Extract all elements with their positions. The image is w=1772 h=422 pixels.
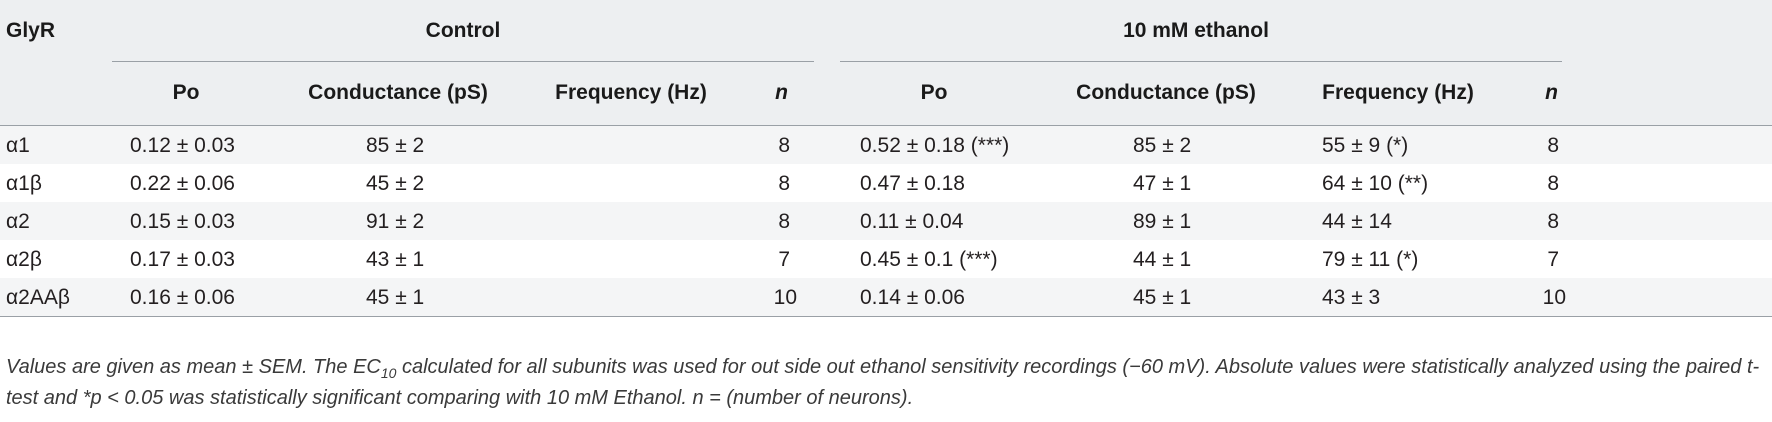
cell-ethanol-n: 8	[1547, 210, 1559, 233]
col-header-ethanol-n: n	[1545, 81, 1558, 104]
cell-ethanol-conductance: 89 ± 1	[1133, 210, 1192, 233]
cell-control-conductance: 45 ± 2	[366, 172, 425, 195]
table-row	[0, 164, 1772, 202]
cell-control-po: 0.22 ± 0.06	[130, 172, 235, 195]
footnote-text-part2: calculated for all subunits was used for…	[6, 356, 1760, 409]
col-header-control-po: Po	[172, 81, 200, 104]
cell-control-conductance: 45 ± 1	[366, 286, 425, 309]
col-header-ethanol-conductance: Conductance (pS)	[1076, 81, 1256, 104]
cell-ethanol-conductance: 85 ± 2	[1133, 134, 1192, 157]
group-ethanol-label: 10 mM ethanol	[1123, 19, 1269, 42]
row-subunit-label: α2AAβ	[6, 286, 70, 309]
table-row	[0, 278, 1772, 316]
cell-ethanol-n: 8	[1547, 134, 1559, 157]
table-header-background	[0, 0, 1772, 126]
group-control-label: Control	[425, 19, 501, 42]
cell-control-n: 8	[778, 172, 790, 195]
cell-control-n: 8	[778, 134, 790, 157]
group-ethanol-rule	[840, 61, 1562, 62]
cell-control-n: 8	[778, 210, 790, 233]
cell-control-conductance: 85 ± 2	[366, 134, 425, 157]
row-header-label: GlyR	[6, 19, 56, 42]
header-bottom-rule	[0, 125, 1772, 126]
cell-ethanol-n: 10	[1542, 286, 1566, 309]
cell-ethanol-po: 0.45 ± 0.1 (***)	[860, 248, 998, 271]
footnote-text-part1: Values are given as mean ± SEM. The EC	[6, 356, 381, 378]
cell-ethanol-frequency: 79 ± 11 (*)	[1322, 248, 1419, 271]
cell-control-conductance: 91 ± 2	[366, 210, 425, 233]
table-row	[0, 126, 1772, 164]
col-header-control-conductance: Conductance (pS)	[308, 81, 488, 104]
footnote-subscript: 10	[380, 365, 397, 381]
cell-ethanol-frequency: 44 ± 14	[1322, 210, 1392, 233]
cell-control-n: 7	[778, 248, 790, 271]
cell-control-po: 0.17 ± 0.03	[130, 248, 235, 271]
row-subunit-label: α2	[6, 210, 30, 233]
table-row	[0, 202, 1772, 240]
col-header-ethanol-po: Po	[920, 81, 948, 104]
cell-ethanol-frequency: 43 ± 3	[1322, 286, 1381, 309]
cell-ethanol-n: 8	[1547, 172, 1559, 195]
col-header-control-frequency: Frequency (Hz)	[555, 81, 707, 104]
table-footnote: Values are given as mean ± SEM. The EC10…	[6, 352, 1766, 414]
cell-ethanol-conductance: 47 ± 1	[1133, 172, 1192, 195]
cell-ethanol-frequency: 55 ± 9 (*)	[1322, 134, 1409, 157]
cell-ethanol-n: 7	[1547, 248, 1559, 271]
cell-ethanol-frequency: 64 ± 10 (**)	[1322, 172, 1429, 195]
group-control-rule	[112, 61, 814, 62]
cell-control-po: 0.15 ± 0.03	[130, 210, 235, 233]
cell-ethanol-conductance: 44 ± 1	[1133, 248, 1192, 271]
cell-control-n: 10	[773, 286, 797, 309]
cell-control-conductance: 43 ± 1	[366, 248, 425, 271]
row-subunit-label: α1β	[6, 172, 42, 195]
cell-control-po: 0.12 ± 0.03	[130, 134, 235, 157]
row-subunit-label: α1	[6, 134, 30, 157]
cell-control-po: 0.16 ± 0.06	[130, 286, 235, 309]
cell-ethanol-po: 0.47 ± 0.18	[860, 172, 965, 195]
cell-ethanol-po: 0.11 ± 0.04	[860, 210, 964, 233]
cell-ethanol-po: 0.52 ± 0.18 (***)	[860, 134, 1010, 157]
table-bottom-rule	[0, 316, 1772, 317]
table-row	[0, 240, 1772, 278]
col-header-ethanol-frequency: Frequency (Hz)	[1322, 81, 1474, 104]
cell-ethanol-conductance: 45 ± 1	[1133, 286, 1192, 309]
col-header-control-n: n	[775, 81, 788, 104]
row-subunit-label: α2β	[6, 248, 42, 271]
cell-ethanol-po: 0.14 ± 0.06	[860, 286, 965, 309]
